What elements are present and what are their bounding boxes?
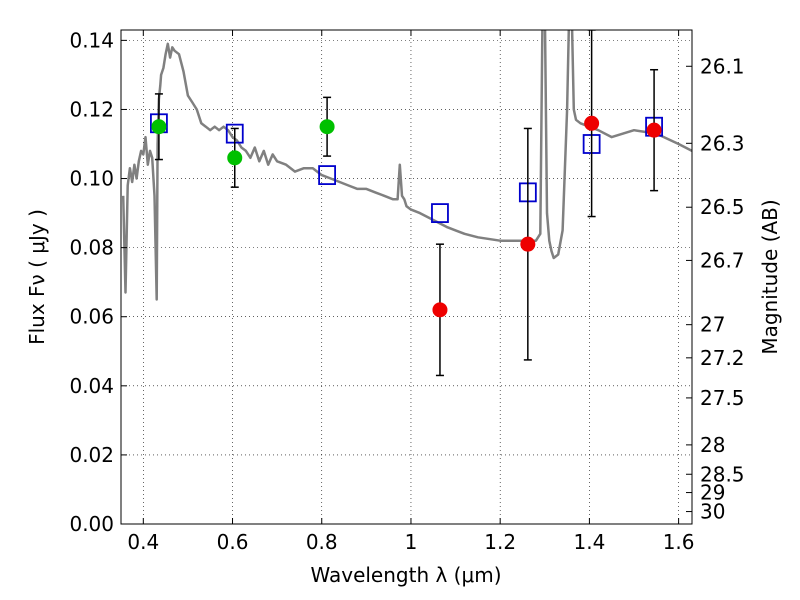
y-tick-label: 0.06 (69, 305, 114, 329)
observed-flux-point (432, 302, 448, 318)
observed-flux-point (319, 119, 335, 135)
plot-area (121, 30, 692, 524)
right-tick-label: 30 (700, 500, 725, 524)
y-tick-label: 0.14 (69, 28, 114, 52)
right-tick-label: 28.5 (700, 462, 745, 486)
right-tick-label: 27.2 (700, 346, 745, 370)
plot-marks (121, 30, 692, 377)
right-tick-label: 26.3 (700, 131, 745, 155)
observed-flux-point (520, 236, 536, 252)
right-tick-label: 27 (700, 313, 725, 337)
model-flux-square (431, 203, 449, 223)
y-tick-label: 0.08 (69, 236, 114, 260)
plot-frame (120, 29, 693, 525)
x-axis-label: Wavelength λ (μm) (310, 563, 501, 587)
x-tick-label: 0.4 (127, 530, 159, 554)
x-tick-label: 1.2 (484, 530, 516, 554)
right-tick-label: 27.5 (700, 386, 745, 410)
observed-flux-point (584, 115, 600, 131)
x-tick-label: 1.4 (573, 530, 605, 554)
y-axis-label-right: Magnitude (AB) (758, 199, 782, 354)
y-tick-label: 0.10 (69, 167, 114, 191)
axes: 0.4 0.6 0.8 1 1.2 1.4 1.6 0.00 0.02 0.04 0.06 0.08 0… (69, 28, 744, 554)
y-tick-label: 0.00 (69, 512, 114, 536)
y-axis-label: Flux Fν ( μJy ) (25, 209, 49, 345)
observed-flux-point (646, 122, 662, 138)
right-tick-label: 26.5 (700, 195, 745, 219)
model-flux-square (318, 165, 336, 185)
right-tick-label: 29 (700, 481, 725, 505)
x-tick-label: 0.6 (217, 530, 249, 554)
x-tick-label: 0.8 (306, 530, 338, 554)
right-tick-label: 26.1 (700, 54, 745, 78)
x-tick-label: 1 (405, 530, 418, 554)
observed-flux-point (227, 150, 243, 166)
y-tick-label: 0.04 (69, 374, 114, 398)
x-tick-label: 1.6 (663, 530, 695, 554)
right-tick-label: 28 (700, 433, 725, 457)
observed-flux-point (151, 119, 167, 135)
y-tick-label: 0.02 (69, 443, 114, 467)
y-tick-label: 0.12 (69, 97, 114, 121)
right-tick-label: 26.7 (700, 248, 745, 272)
